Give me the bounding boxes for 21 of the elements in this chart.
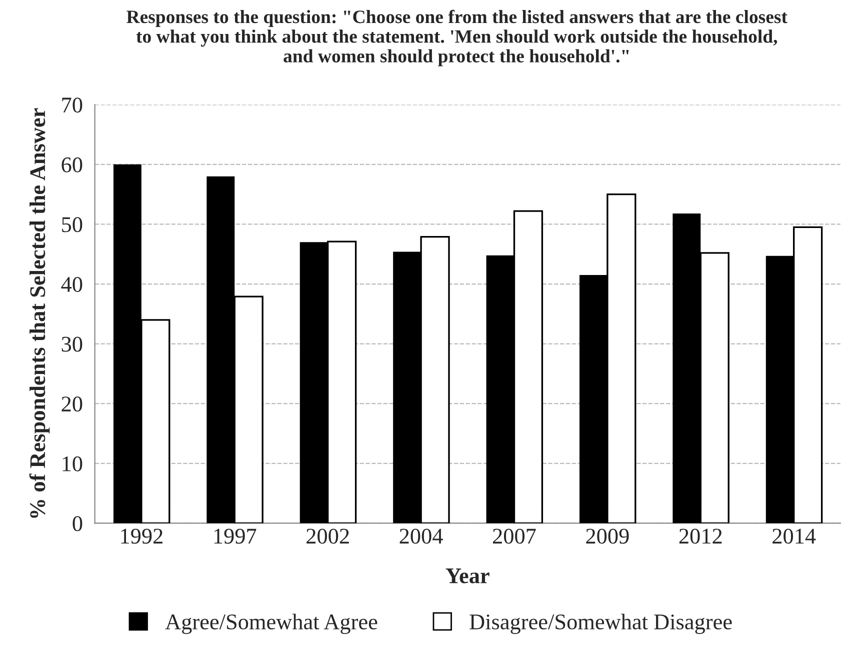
legend-label: Agree/Somewhat Agree [165, 614, 378, 634]
x-tick-label: 2007 [492, 528, 536, 544]
y-tick-label: 50 [62, 217, 82, 232]
x-tick-label: 2004 [400, 528, 443, 544]
x-axis-title: Year [446, 568, 490, 584]
x-tick-label: 2002 [306, 528, 349, 544]
y-tick-label: 0 [72, 516, 82, 532]
y-tick-label: 10 [62, 456, 82, 472]
chart-title: Responses to the question: "Choose one from the listed answers that are the closest to what you think about the statement. 'Men should work outside the household, and women should protect the household'." [126, 10, 788, 66]
y-tick-label: 20 [62, 396, 82, 412]
y-tick-label: 30 [62, 336, 82, 352]
x-tick-label: 2012 [679, 528, 722, 544]
legend-label: Disagree/Somewhat Disagree [470, 614, 732, 634]
y-tick-label: 40 [61, 276, 82, 292]
x-tick-label: 2014 [772, 528, 816, 544]
y-axis-title: % of Respondents that Selected the Answer [29, 108, 50, 518]
y-tick-label: 70 [62, 98, 82, 113]
x-tick-label: 1997 [214, 528, 256, 544]
x-tick-label: 1992 [121, 528, 162, 544]
x-tick-label: 2009 [586, 528, 629, 544]
y-tick-label: 60 [62, 157, 82, 172]
